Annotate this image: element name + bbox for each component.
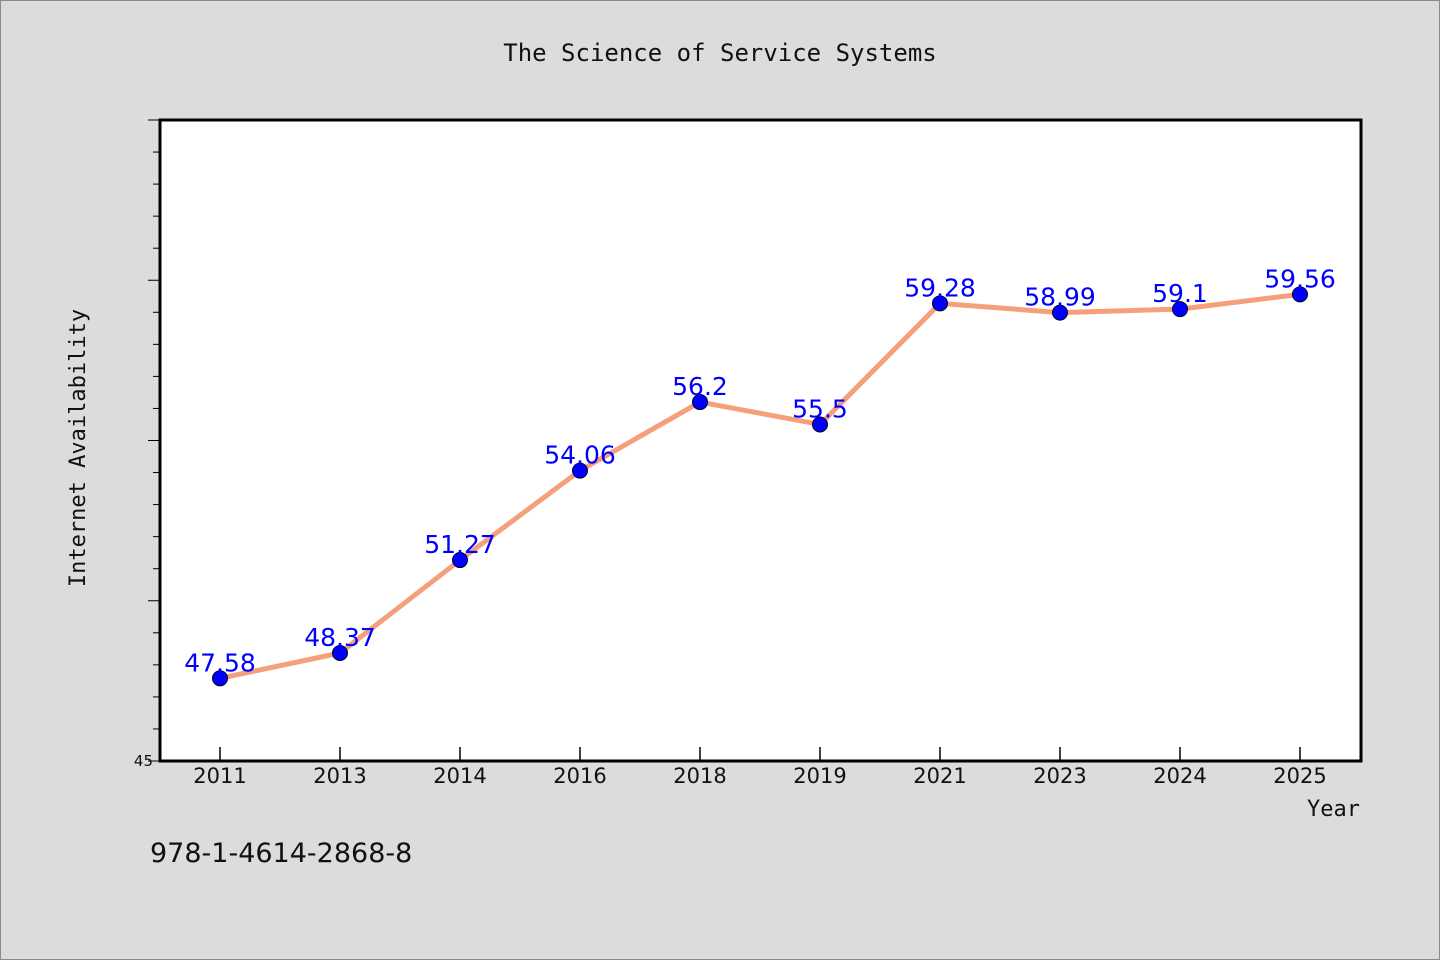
data-point xyxy=(572,462,588,479)
data-label: 59.56 xyxy=(1264,264,1336,293)
isbn-text: 978-1-4614-2868-8 xyxy=(150,838,412,869)
data-point xyxy=(452,552,468,569)
data-point xyxy=(1052,304,1068,321)
x-tick-label: 2024 xyxy=(1153,764,1206,788)
data-point xyxy=(812,416,828,433)
data-label: 56.2 xyxy=(672,372,728,401)
data-label: 47.58 xyxy=(184,648,256,677)
x-tick-label: 2019 xyxy=(793,764,846,788)
y-axis-label: Internet Availability xyxy=(66,309,91,587)
x-tick-label: 2021 xyxy=(913,764,966,788)
data-label: 58.99 xyxy=(1024,283,1096,312)
data-point xyxy=(1172,301,1188,318)
y-tick-label: 45 xyxy=(134,752,153,770)
data-label: 54.06 xyxy=(544,441,616,470)
data-label: 59.28 xyxy=(904,273,976,302)
series-line xyxy=(219,291,1301,681)
data-label: 55.5 xyxy=(792,394,848,423)
data-point xyxy=(932,295,948,312)
x-tick-label: 2013 xyxy=(313,764,366,788)
x-tick-label: 2023 xyxy=(1033,764,1086,788)
x-tick-label: 2025 xyxy=(1273,764,1326,788)
data-point xyxy=(1292,286,1308,303)
data-label: 48.37 xyxy=(304,623,376,652)
plot-area xyxy=(158,118,1363,763)
data-point xyxy=(332,644,348,661)
data-label: 59.1 xyxy=(1152,279,1208,308)
data-labels: 47.58 48.37 51.27 54.06 56.2 55.5 59.28 58.99 59… xyxy=(184,264,1336,677)
data-point xyxy=(212,670,228,687)
data-point xyxy=(692,394,708,411)
series-markers xyxy=(212,286,1308,687)
y-axis: 45 xyxy=(134,119,160,770)
data-label: 51.27 xyxy=(424,530,496,559)
x-tick-label: 2018 xyxy=(673,764,726,788)
x-tick-label: 2014 xyxy=(433,764,486,788)
chart-title: The Science of Service Systems xyxy=(503,39,936,67)
x-axis-label: Year xyxy=(1307,797,1360,822)
x-tick-label: 2011 xyxy=(193,764,246,788)
x-tick-label: 2016 xyxy=(553,764,606,788)
x-axis: 2011 2013 2014 2016 2018 2019 2021 2023 2024 2025 xyxy=(193,747,1327,788)
